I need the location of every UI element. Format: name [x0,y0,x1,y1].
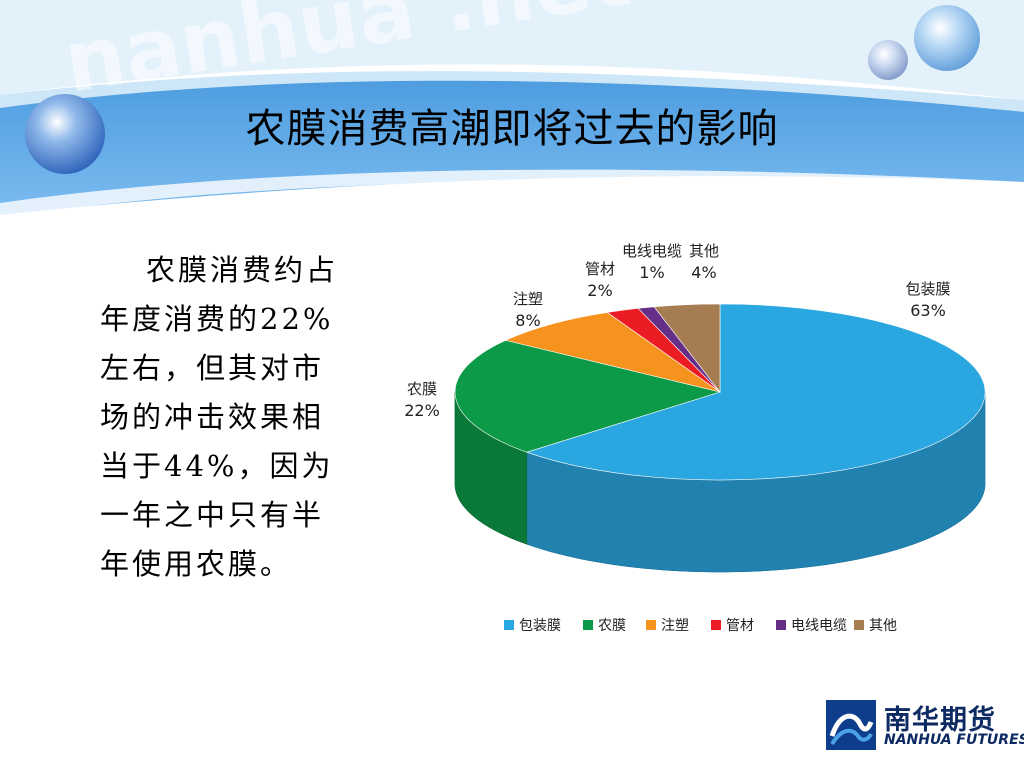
data-label-value: 4% [691,263,716,282]
legend-item-label: 管材 [726,618,754,634]
legend-item-label: 注塑 [661,618,689,634]
legend-item-label: 包装膜 [519,618,561,634]
legend-swatch [504,620,514,630]
pie-slice-农膜 [454,339,722,453]
pie-labels: 包装膜 63% 农膜 22% 注塑 8% 管材 2% 电线电缆 1% 其他 4% [404,242,950,420]
data-label-value: 22% [404,401,440,420]
decorative-sphere-left [25,94,105,174]
data-label-value: 8% [515,311,540,330]
legend-swatch [776,620,786,630]
legend-item-label: 农膜 [598,618,626,634]
data-label-category: 电线电缆 [622,242,682,260]
body-paragraph: 农膜消费约占年度消费的22%左右，但其对市场的冲击效果相当于44%，因为一年之中… [100,253,339,581]
data-label-value: 1% [639,263,664,282]
pie-sides [454,391,986,573]
chart-legend: 包装膜 农膜 注塑 管材 电线电缆 其他 [504,618,897,634]
header-banner: nanhua .net [0,0,1024,230]
data-label-category: 农膜 [407,380,437,398]
data-label-category: 其他 [689,242,719,260]
slide-title: 农膜消费高潮即将过去的影响 [245,106,779,152]
data-label-value: 63% [910,301,946,320]
company-logo: 南华期货 NANHUA FUTURES [826,700,1024,752]
decorative-sphere-small [868,40,908,80]
legend-item-label: 其他 [869,618,897,634]
data-label-category: 注塑 [513,290,543,308]
pie-slice-包装膜 [525,303,986,481]
legend-item-label: 电线电缆 [791,618,847,634]
legend-swatch [854,620,864,630]
pie-top [454,303,986,481]
legend-swatch [711,620,721,630]
pie-slice-其他 [653,303,721,393]
pie-slice-注塑 [504,312,721,393]
legend-swatch [583,620,593,630]
decorative-sphere-right [914,5,980,71]
legend-swatch [646,620,656,630]
data-label-value: 2% [587,281,612,300]
data-label-category: 包装膜 [905,280,950,298]
data-label-category: 管材 [585,260,615,278]
logo-icon [826,700,876,750]
pie-chart: 包装膜63%农膜22%注塑8%管材2%电线电缆1%其他4% 包装膜 农膜 注塑 管材电… [404,242,986,634]
logo-text-cn: 南华期货 [884,705,996,736]
logo-text-en: NANHUA FUTURES [884,732,1024,748]
